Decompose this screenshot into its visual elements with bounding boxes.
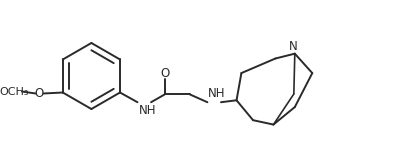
Text: NH: NH <box>208 87 226 100</box>
Text: N: N <box>288 40 297 53</box>
Text: OCH₃: OCH₃ <box>0 86 29 97</box>
Text: O: O <box>34 87 43 100</box>
Text: NH: NH <box>138 104 156 117</box>
Text: O: O <box>160 67 169 80</box>
